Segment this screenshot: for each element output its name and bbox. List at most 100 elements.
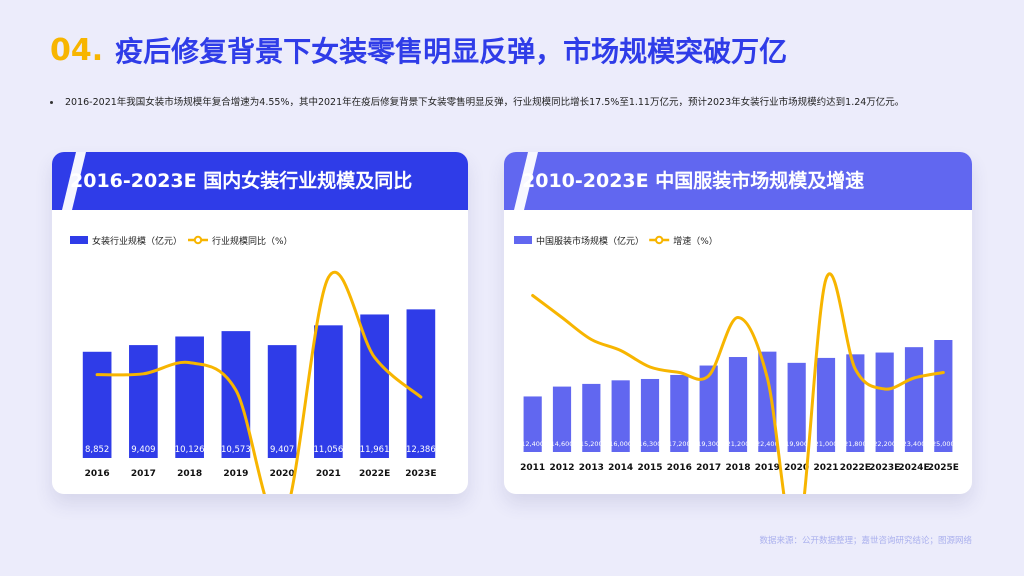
growth-point-2016 <box>95 373 99 376</box>
data-label-2013: 15,200 <box>580 440 603 448</box>
bar-2017 <box>129 345 158 458</box>
legend-line-label: 增速（%） <box>673 235 718 247</box>
x-tick-2022E: 2022E <box>359 469 390 479</box>
x-tick-2023E: 2023E <box>405 469 436 479</box>
bar-2017 <box>699 365 718 452</box>
data-label-2017: 19,300 <box>697 440 720 448</box>
chart-card-header: 2010-2023E 中国服装市场规模及增速 <box>504 152 972 210</box>
data-label-2011: 12,400 <box>521 440 544 448</box>
data-label-2015: 16,300 <box>639 440 662 448</box>
bar-2023E <box>875 352 894 452</box>
x-tick-2021: 2021 <box>316 469 341 479</box>
growth-point-2017 <box>142 372 145 376</box>
chart-title: 2016-2023E 国内女装行业规模及同比 <box>70 170 413 192</box>
data-label-2016: 17,200 <box>668 440 691 448</box>
x-tick-2021: 2021 <box>813 463 838 473</box>
chart-title: 2010-2023E 中国服装市场规模及增速 <box>522 170 865 192</box>
growth-point-2019 <box>766 376 769 380</box>
section-number: 04. <box>50 32 104 68</box>
growth-point-2021 <box>824 277 828 281</box>
growth-point-2019 <box>234 388 238 392</box>
x-tick-2014: 2014 <box>608 463 633 473</box>
x-tick-2015: 2015 <box>637 463 662 473</box>
page-title: 04. 疫后修复背景下女装零售明显反弹，市场规模突破万亿 <box>50 30 787 70</box>
bar-2023E <box>406 309 436 458</box>
bar-2020 <box>787 362 806 452</box>
bar-2011 <box>523 396 542 452</box>
growth-point-2022E <box>373 356 376 359</box>
bar-2020 <box>267 345 297 458</box>
data-label-2019: 22,400 <box>756 440 779 448</box>
page-title-text: 疫后修复背景下女装零售明显反弹，市场规模突破万亿 <box>115 35 788 68</box>
x-tick-2023E: 2023E <box>869 463 900 473</box>
growth-point-2022E <box>854 368 857 371</box>
x-tick-2018: 2018 <box>725 463 750 473</box>
header-banner <box>52 152 468 210</box>
bar-2019 <box>758 351 777 452</box>
chart-legend: 中国服装市场规模（亿元） 增速（%） <box>514 235 718 247</box>
bullet-dot-icon <box>50 101 53 104</box>
growth-point-2014 <box>619 349 622 352</box>
growth-point-2018 <box>736 316 740 319</box>
legend-bar-swatch <box>70 236 88 244</box>
data-label-2017: 9,409 <box>131 445 155 455</box>
data-label-2020: 19,900 <box>785 440 808 448</box>
growth-point-2015 <box>648 365 652 369</box>
legend-bar-swatch <box>514 236 532 244</box>
bar-2015 <box>640 378 660 452</box>
bar-2012 <box>552 386 572 452</box>
chart-card-header: 2016-2023E 国内女装行业规模及同比 <box>52 152 468 210</box>
growth-point-2017 <box>707 374 710 377</box>
x-tick-2020: 2020 <box>270 469 295 479</box>
data-label-2020: 9,407 <box>270 445 294 455</box>
data-label-2022E: 11,961 <box>360 445 390 455</box>
x-tick-2018: 2018 <box>177 469 202 479</box>
bar-2021 <box>314 325 343 458</box>
growth-point-2023E <box>419 395 423 399</box>
growth-point-2018 <box>188 361 191 364</box>
chart-card-apparel: 2010-2023E 中国服装市场规模及增速 中国服装市场规模（亿元） 增速（%）… <box>504 152 972 494</box>
chart-legend: 女装行业规模（亿元） 行业规模同比（%） <box>70 235 293 247</box>
data-label-2021: 11,056 <box>314 445 344 455</box>
growth-point-2021 <box>327 276 330 279</box>
x-tick-2024E: 2024E <box>898 463 929 473</box>
legend-line-marker <box>655 235 664 245</box>
bar-2019 <box>221 331 251 458</box>
x-tick-2011: 2011 <box>520 463 545 473</box>
growth-point-2013 <box>590 338 593 341</box>
x-tick-2016: 2016 <box>85 469 110 479</box>
growth-line <box>95 270 423 494</box>
growth-point-2016 <box>678 371 681 374</box>
bar-2025E <box>934 340 953 452</box>
chart-card-womenswear: 2016-2023E 国内女装行业规模及同比 女装行业规模（亿元） 行业规模同比（… <box>52 152 468 494</box>
x-tick-2013: 2013 <box>579 463 604 473</box>
data-label-2024E: 23,400 <box>903 440 926 448</box>
x-tick-2022E: 2022E <box>840 463 871 473</box>
data-label-2019: 10,573 <box>221 445 251 455</box>
growth-point-2024E <box>912 376 916 380</box>
data-label-2016: 8,852 <box>85 445 109 455</box>
summary-text: 2016-2021年我国女装市场规模年复合增速为4.55%，其中2021年在疫后… <box>65 97 905 108</box>
growth-point-2011 <box>531 294 534 297</box>
bar-2018 <box>175 336 204 458</box>
bar-2016 <box>670 374 689 452</box>
data-label-2018: 21,200 <box>727 440 750 448</box>
legend-line-marker <box>193 235 203 245</box>
bar-2018 <box>728 357 748 452</box>
data-label-2022E: 21,800 <box>844 440 867 448</box>
legend-bar-label: 中国服装市场规模（亿元） <box>536 235 644 247</box>
growth-point-2012 <box>560 316 564 319</box>
womenswear-chart: 女装行业规模（亿元） 行业规模同比（%） 8,852 2016 9,409 2017 10,… <box>70 235 436 494</box>
x-tick-2017: 2017 <box>696 463 721 473</box>
x-tick-2019: 2019 <box>755 463 780 473</box>
summary-bullet: 2016-2021年我国女装市场规模年复合增速为4.55%，其中2021年在疫后… <box>50 94 1010 108</box>
x-tick-2025E: 2025E <box>928 463 959 473</box>
data-label-2023E: 22,200 <box>873 440 896 448</box>
x-tick-2019: 2019 <box>223 469 248 479</box>
legend-line-label: 行业规模同比（%） <box>212 235 293 247</box>
source-note: 数据来源：公开数据整理；嘉世咨询研究结论；图源网络 <box>759 536 972 546</box>
apparel-chart: 中国服装市场规模（亿元） 增速（%） 12,400 2011 14,600 2012 15,… <box>514 235 959 494</box>
header-banner <box>504 152 972 210</box>
data-label-2012: 14,600 <box>551 440 574 448</box>
growth-point-2025E <box>942 371 945 374</box>
